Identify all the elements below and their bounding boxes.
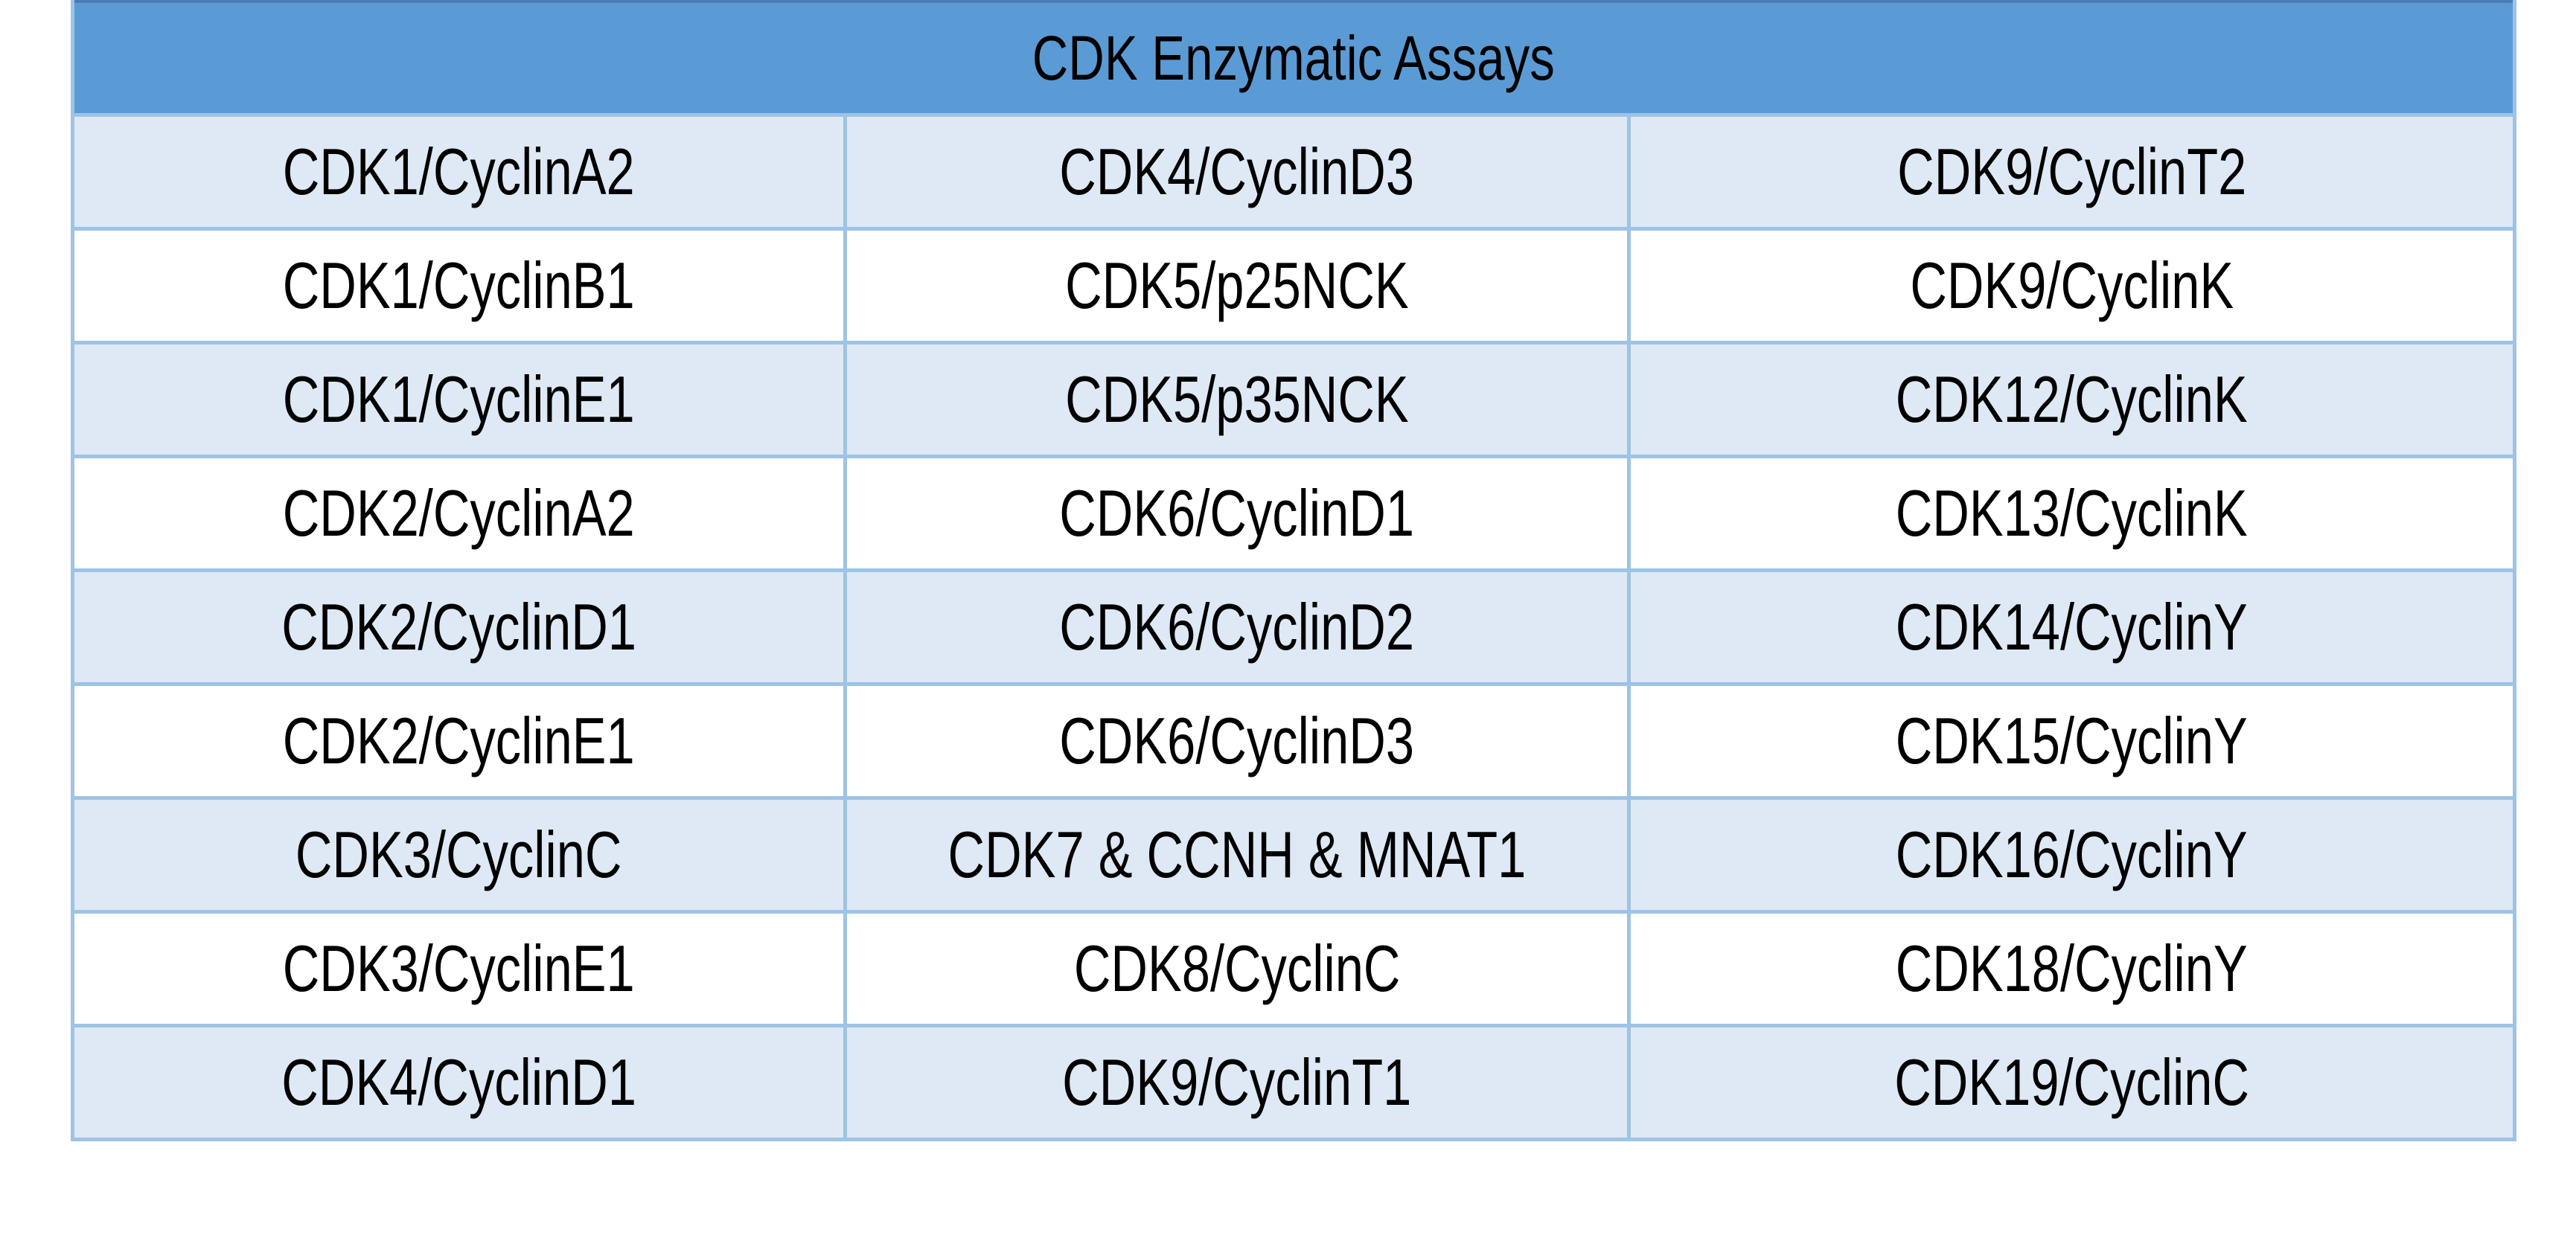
assay-cell: CDK13/CyclinK xyxy=(1626,455,2517,572)
assay-cell: CDK1/CyclinE1 xyxy=(71,341,847,458)
table-title-text: CDK Enzymatic Assays xyxy=(1032,22,1556,93)
assay-cell: CDK9/CyclinT2 xyxy=(1626,113,2517,231)
assay-cell: CDK4/CyclinD1 xyxy=(71,1024,847,1141)
assay-cell: CDK9/CyclinK xyxy=(1626,227,2517,344)
assay-cell: CDK19/CyclinC xyxy=(1626,1024,2517,1141)
assay-cell: CDK3/CyclinE1 xyxy=(71,910,847,1027)
assay-cell: CDK6/CyclinD1 xyxy=(843,455,1631,572)
assay-cell: CDK1/CyclinA2 xyxy=(71,113,847,231)
assay-cell: CDK6/CyclinD2 xyxy=(843,568,1631,686)
assay-cell: CDK5/p35NCK xyxy=(843,341,1631,458)
table-title: CDK Enzymatic Assays xyxy=(70,0,2517,117)
assay-cell: CDK2/CyclinE1 xyxy=(71,682,847,800)
assay-cell: CDK7 & CCNH & MNAT1 xyxy=(843,796,1631,914)
assay-cell: CDK18/CyclinY xyxy=(1626,910,2517,1027)
assay-cell: CDK16/CyclinY xyxy=(1626,796,2517,914)
table-row: CDK2/CyclinE1 CDK6/CyclinD3 CDK15/Cyclin… xyxy=(71,682,2517,800)
assay-cell: CDK15/CyclinY xyxy=(1626,682,2517,800)
assay-cell: CDK2/CyclinA2 xyxy=(71,455,847,572)
table-row: CDK2/CyclinA2 CDK6/CyclinD1 CDK13/Cyclin… xyxy=(71,455,2517,572)
assay-cell: CDK8/CyclinC xyxy=(843,910,1631,1027)
table-row: CDK1/CyclinA2 CDK4/CyclinD3 CDK9/CyclinT… xyxy=(71,113,2517,231)
assay-cell: CDK2/CyclinD1 xyxy=(71,568,847,686)
assay-cell: CDK9/CyclinT1 xyxy=(843,1024,1631,1141)
assay-cell: CDK6/CyclinD3 xyxy=(843,682,1631,800)
table-row: CDK4/CyclinD1 CDK9/CyclinT1 CDK19/Cyclin… xyxy=(71,1024,2517,1141)
cdk-enzymatic-assays-table: CDK Enzymatic Assays CDK1/CyclinA2 CDK4/… xyxy=(70,0,2517,1141)
assay-cell: CDK1/CyclinB1 xyxy=(71,227,847,344)
table-row: CDK1/CyclinE1 CDK5/p35NCK CDK12/CyclinK xyxy=(71,341,2517,458)
table-row: CDK2/CyclinD1 CDK6/CyclinD2 CDK14/Cyclin… xyxy=(71,568,2517,686)
table-header-row: CDK Enzymatic Assays xyxy=(70,0,2517,117)
assay-cell: CDK4/CyclinD3 xyxy=(843,113,1631,231)
assay-cell: CDK5/p25NCK xyxy=(843,227,1631,344)
table-row: CDK1/CyclinB1 CDK5/p25NCK CDK9/CyclinK xyxy=(71,227,2517,344)
table-row: CDK3/CyclinE1 CDK8/CyclinC CDK18/CyclinY xyxy=(71,910,2517,1027)
assay-cell: CDK12/CyclinK xyxy=(1626,341,2517,458)
assay-cell: CDK14/CyclinY xyxy=(1626,568,2517,686)
assay-cell: CDK3/CyclinC xyxy=(71,796,847,914)
table-row: CDK3/CyclinC CDK7 & CCNH & MNAT1 CDK16/C… xyxy=(71,796,2517,914)
